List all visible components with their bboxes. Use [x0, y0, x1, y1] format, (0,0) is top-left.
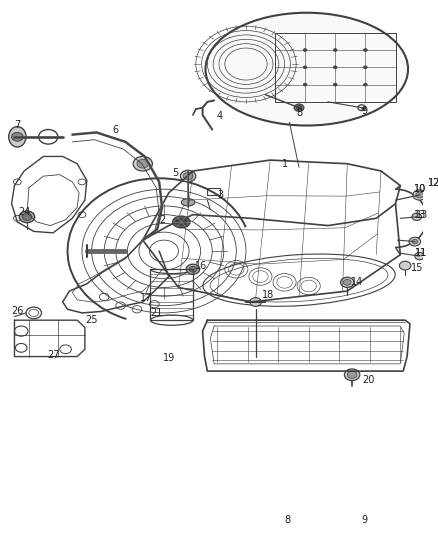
Ellipse shape: [9, 127, 26, 147]
Circle shape: [347, 371, 357, 378]
Text: 13: 13: [413, 209, 426, 220]
Text: 14: 14: [351, 277, 363, 287]
Circle shape: [362, 107, 366, 110]
Text: 13: 13: [417, 209, 429, 220]
Circle shape: [413, 190, 426, 200]
Text: 9: 9: [362, 106, 367, 116]
Text: 16: 16: [194, 261, 207, 271]
Text: 8: 8: [296, 108, 302, 118]
Text: 6: 6: [113, 125, 119, 134]
Text: 21: 21: [150, 308, 162, 318]
Circle shape: [22, 213, 32, 221]
Text: 12: 12: [428, 179, 438, 188]
Text: 17: 17: [141, 293, 153, 303]
Circle shape: [296, 106, 302, 110]
Text: 4: 4: [217, 111, 223, 122]
Text: 11: 11: [415, 248, 427, 258]
Circle shape: [409, 237, 420, 246]
Circle shape: [415, 253, 424, 260]
Text: 2: 2: [159, 215, 165, 225]
Text: 10: 10: [413, 184, 426, 194]
Text: 18: 18: [262, 290, 274, 300]
Text: 11: 11: [415, 248, 427, 258]
Circle shape: [364, 66, 367, 69]
Circle shape: [186, 264, 200, 274]
Text: 20: 20: [362, 375, 374, 385]
Circle shape: [364, 49, 367, 52]
Text: 26: 26: [11, 306, 24, 317]
Text: 9: 9: [362, 515, 367, 526]
Circle shape: [333, 66, 337, 69]
Circle shape: [19, 211, 35, 223]
Circle shape: [340, 277, 354, 287]
Ellipse shape: [176, 219, 187, 225]
Circle shape: [303, 83, 307, 86]
Circle shape: [416, 192, 424, 198]
Circle shape: [189, 266, 197, 272]
Circle shape: [303, 49, 307, 52]
Text: 15: 15: [410, 263, 423, 273]
Circle shape: [364, 83, 367, 86]
Circle shape: [333, 49, 337, 52]
Circle shape: [399, 261, 411, 270]
Text: 24: 24: [18, 207, 30, 217]
Circle shape: [180, 170, 196, 182]
Text: 5: 5: [173, 168, 179, 178]
Circle shape: [412, 239, 418, 244]
Ellipse shape: [173, 216, 190, 228]
Circle shape: [250, 297, 261, 306]
Text: 3: 3: [217, 190, 223, 200]
Text: 19: 19: [162, 353, 175, 363]
Circle shape: [137, 159, 148, 168]
Circle shape: [343, 279, 351, 285]
Circle shape: [183, 173, 193, 180]
Text: 8: 8: [284, 515, 290, 526]
Text: 27: 27: [47, 350, 59, 360]
Text: 7: 7: [14, 120, 21, 130]
Circle shape: [11, 132, 23, 141]
Circle shape: [133, 157, 152, 171]
Circle shape: [344, 369, 360, 381]
Circle shape: [412, 213, 421, 221]
Text: 12: 12: [428, 179, 438, 188]
Circle shape: [294, 104, 304, 111]
Circle shape: [303, 66, 307, 69]
Ellipse shape: [205, 13, 408, 126]
Text: 25: 25: [85, 315, 98, 325]
Text: 1: 1: [282, 159, 288, 169]
Text: 10: 10: [413, 184, 426, 194]
Ellipse shape: [181, 199, 195, 206]
Circle shape: [333, 83, 337, 86]
